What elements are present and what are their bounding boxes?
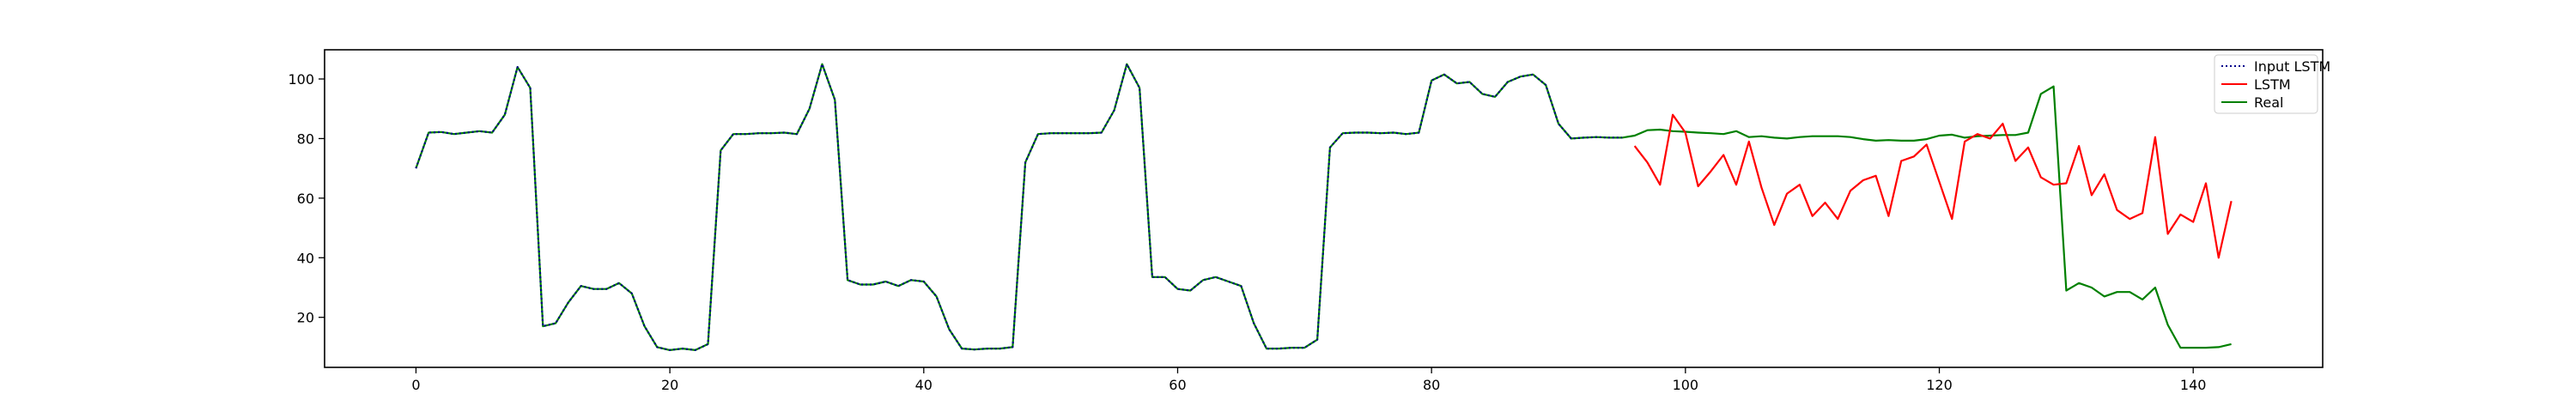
legend-box bbox=[2214, 54, 2318, 114]
x-tick-label: 20 bbox=[661, 377, 678, 393]
legend-label-input-lstm: Input LSTM bbox=[2254, 58, 2330, 75]
y-tick-label: 40 bbox=[297, 250, 314, 266]
series-line-lstm bbox=[1633, 113, 2233, 259]
x-tick-label: 140 bbox=[2180, 377, 2207, 393]
series-line-input-lstm bbox=[415, 63, 1622, 351]
legend-label-real: Real bbox=[2254, 94, 2284, 111]
x-tick-label: 0 bbox=[411, 377, 420, 393]
x-tick-label: 120 bbox=[1926, 377, 1953, 393]
x-tick-label: 80 bbox=[1423, 377, 1440, 393]
plot-frame bbox=[324, 49, 2324, 368]
legend-label-lstm: LSTM bbox=[2254, 76, 2291, 93]
x-tick-label: 40 bbox=[915, 377, 933, 393]
y-axis-ticks: 20 40 60 80 100 bbox=[288, 71, 325, 326]
x-tick-label: 100 bbox=[1673, 377, 1699, 393]
y-tick-label: 60 bbox=[297, 191, 314, 207]
x-axis-ticks: 0 20 40 60 80 100 120 140 bbox=[411, 367, 2206, 393]
y-tick-label: 100 bbox=[288, 71, 314, 88]
legend: Input LSTM LSTM Real bbox=[2214, 54, 2330, 114]
y-tick-label: 20 bbox=[297, 310, 314, 326]
x-tick-label: 60 bbox=[1169, 377, 1186, 393]
series-layer bbox=[415, 63, 2233, 351]
y-tick-label: 80 bbox=[297, 130, 314, 147]
